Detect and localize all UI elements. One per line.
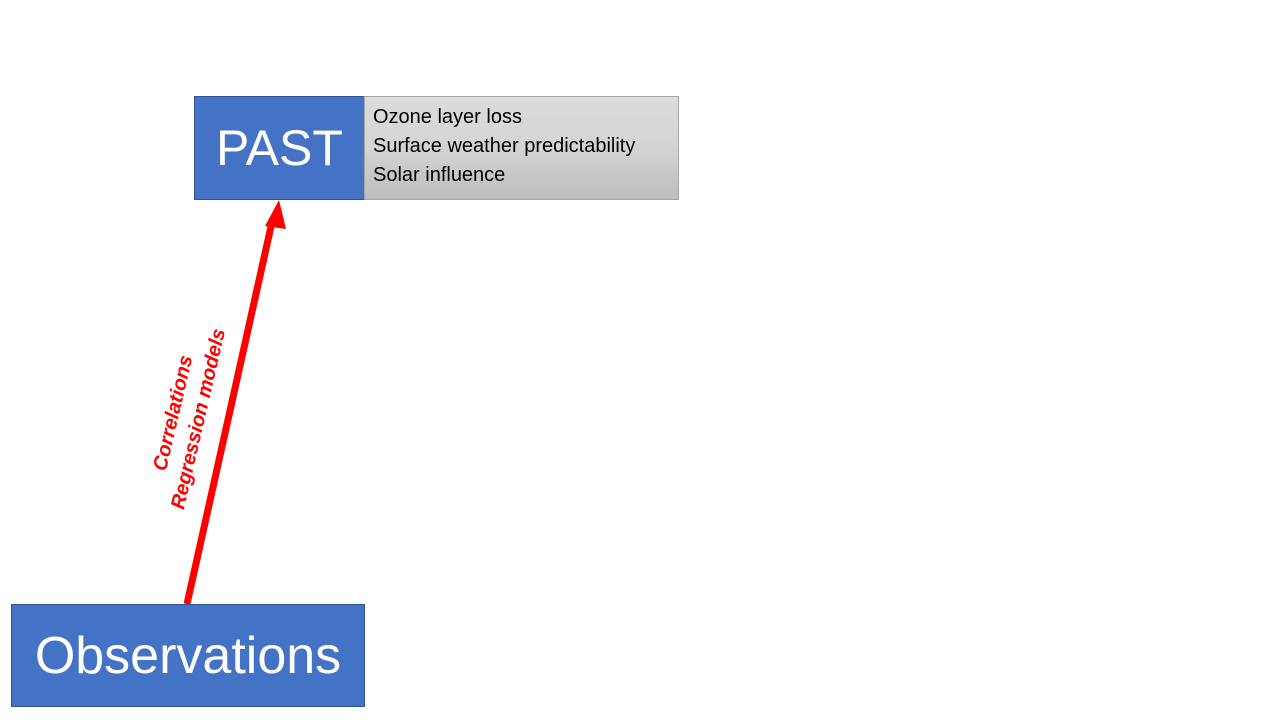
info-line-solar: Solar influence: [373, 164, 506, 186]
arrow-head: [265, 200, 286, 229]
info-line-ozone: Ozone layer loss: [373, 106, 522, 128]
observations-label: Observations: [34, 626, 342, 685]
info-line-surface-weather: Surface weather predictability: [373, 135, 636, 157]
past-info-box: Ozone layer loss Surface weather predict…: [364, 96, 679, 200]
past-box: PAST: [194, 96, 365, 200]
past-label: PAST: [216, 120, 343, 176]
observations-box: Observations: [11, 604, 365, 707]
